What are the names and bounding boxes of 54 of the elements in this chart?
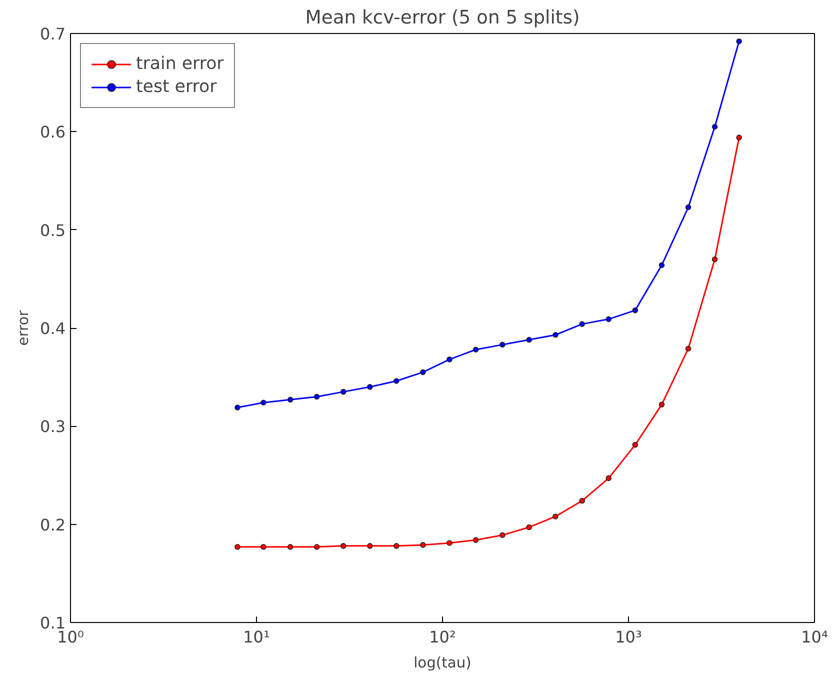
y-tick-label: 0.3 <box>40 417 66 436</box>
point <box>500 532 506 538</box>
point <box>552 332 558 338</box>
point <box>340 543 346 549</box>
point <box>552 514 558 520</box>
point <box>314 394 320 400</box>
chart-title: Mean kcv-error (5 on 5 splits) <box>305 8 580 28</box>
y-tick-label: 0.2 <box>40 515 66 534</box>
point <box>472 346 479 352</box>
point <box>606 475 612 482</box>
point <box>685 346 692 352</box>
point <box>420 369 426 376</box>
x-tick-label: 10¹ <box>243 628 270 646</box>
x-axis-title: log(tau) <box>414 654 472 672</box>
point <box>366 384 373 390</box>
point <box>446 356 452 362</box>
point <box>632 442 638 448</box>
point <box>579 498 585 504</box>
y-tick-label: 0.6 <box>40 122 66 142</box>
y-axis-title: error <box>15 309 32 346</box>
point <box>420 542 426 548</box>
point <box>234 404 240 410</box>
y-tick-label: 0.7 <box>40 24 66 44</box>
y-tick-label: 0.4 <box>40 319 66 338</box>
point <box>287 396 294 403</box>
point <box>393 543 400 549</box>
point <box>606 316 612 322</box>
point <box>234 544 240 550</box>
point <box>393 378 400 384</box>
point <box>340 388 346 395</box>
x-tick-label: 10⁰ <box>57 628 84 646</box>
point <box>287 544 294 550</box>
point <box>260 544 266 550</box>
point <box>712 256 718 262</box>
point <box>632 307 638 314</box>
point <box>260 400 266 406</box>
point <box>500 342 506 348</box>
point <box>658 262 665 268</box>
legend-label: test error <box>136 77 217 97</box>
point <box>446 540 452 546</box>
x-tick-label: 10⁴ <box>801 628 828 646</box>
point <box>526 336 532 343</box>
point <box>472 537 479 543</box>
point <box>685 204 692 210</box>
point <box>579 321 585 327</box>
point <box>314 544 320 550</box>
y-tick-label: 0.5 <box>40 220 66 240</box>
point <box>366 543 373 549</box>
point <box>658 402 665 408</box>
point <box>712 124 718 130</box>
x-tick-label: 10² <box>429 628 456 646</box>
point <box>526 524 532 530</box>
legend-label: train error <box>136 54 224 74</box>
x-tick-label: 10³ <box>615 628 642 646</box>
